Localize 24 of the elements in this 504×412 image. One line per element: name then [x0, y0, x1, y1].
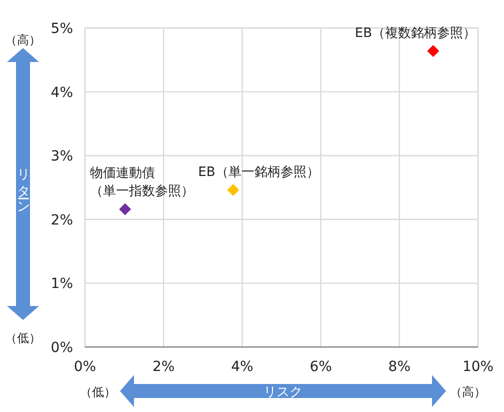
- text: 物価連動債（単一指数参照）: [90, 166, 194, 200]
- x-axis-title: リスク: [264, 385, 302, 400]
- y-tick-label: 3%: [50, 148, 73, 165]
- y-tick-label: 0%: [50, 340, 73, 356]
- y-tick-label: 2%: [50, 212, 73, 228]
- point: [427, 44, 440, 57]
- series-label: EB（複数銘柄参照）: [354, 26, 476, 41]
- point: [227, 184, 240, 196]
- text: EB（単一銘柄参照）: [198, 165, 320, 180]
- x-tick-label: 6%: [310, 359, 332, 375]
- y-tick-label: 5%: [50, 21, 73, 37]
- text: （低）: [80, 385, 116, 399]
- y-axis-title: リターン: [16, 160, 30, 212]
- text: （高）: [450, 385, 486, 399]
- text: （低）: [5, 331, 41, 345]
- x-tick-label: 10%: [462, 359, 494, 375]
- text: （高）: [5, 33, 41, 47]
- x-tick-label: 2%: [152, 359, 175, 375]
- point: [119, 203, 132, 216]
- x-tick-label: 4%: [231, 359, 254, 375]
- x-tick-label: 0%: [74, 359, 96, 375]
- x-tick-label: 8%: [388, 359, 411, 375]
- y-tick-label: 4%: [50, 84, 73, 101]
- y-tick-label: 1%: [50, 276, 73, 292]
